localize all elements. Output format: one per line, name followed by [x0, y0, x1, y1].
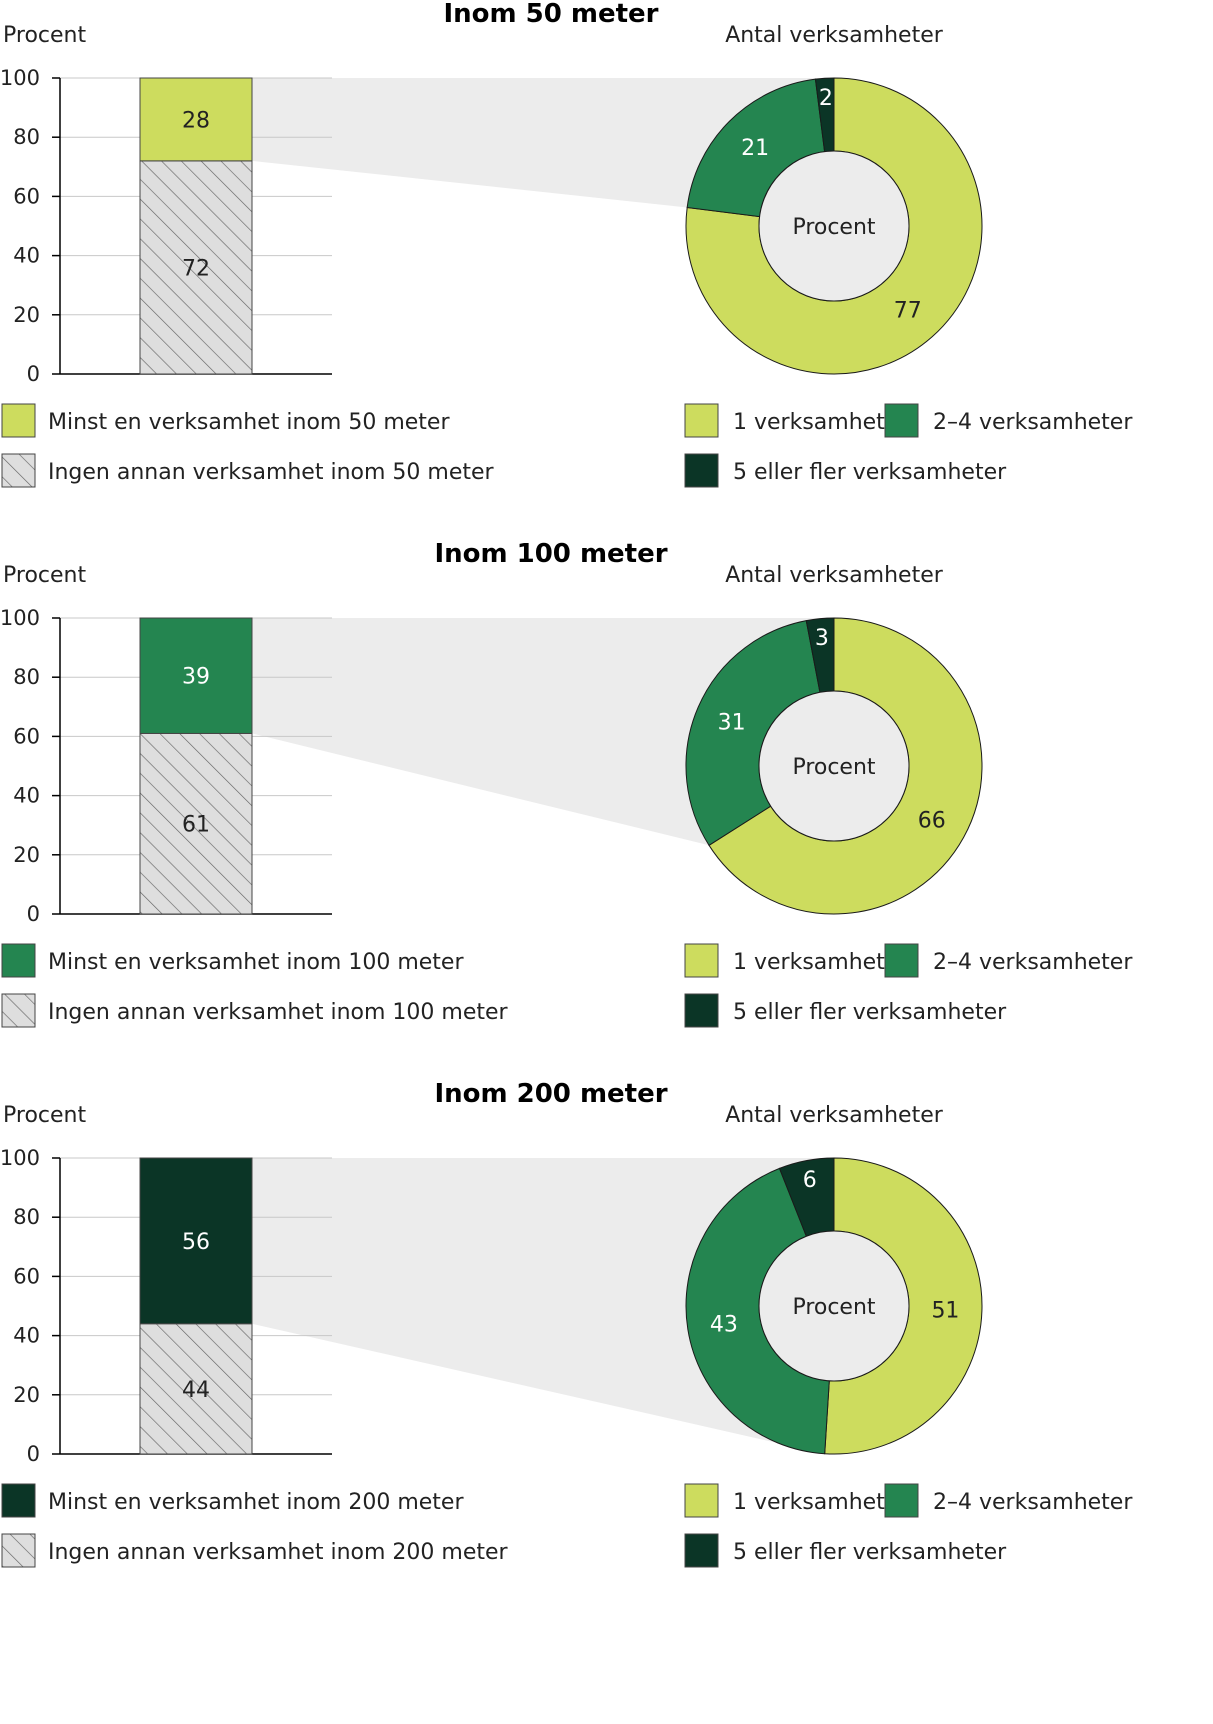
donut-slice-label: 31 — [718, 711, 746, 736]
legend-swatch — [1, 403, 36, 438]
bar-value-label: 39 — [182, 665, 210, 690]
y-tick-label: 20 — [13, 843, 40, 867]
legend-swatch — [1, 943, 36, 978]
legend-label: Minst en verksamhet inom 200 meter — [48, 1490, 464, 1515]
legend-swatch — [684, 1483, 719, 1518]
legend-label: 2–4 verksamheter — [933, 950, 1133, 975]
y-tick-label: 60 — [13, 184, 40, 208]
legend-label: 5 eller fler verksamheter — [733, 460, 1007, 485]
donut-slice-label: 3 — [815, 626, 829, 651]
bar-segment — [139, 160, 253, 375]
donut-center — [758, 1230, 910, 1382]
bar-segment — [139, 77, 253, 162]
legend-swatch — [884, 943, 919, 978]
donut-slice-label: 51 — [931, 1299, 959, 1324]
panel-2: Inom 100 meter Procent 0 20 40 60 80 100 61 39 Ant… — [0, 539, 1133, 1028]
chart-title: Inom 200 meter — [434, 1079, 667, 1109]
panel-3: Inom 200 meter Procent 0 20 40 60 80 100 44 56 Ant… — [0, 1079, 1133, 1568]
y-tick-label: 40 — [13, 1324, 40, 1348]
legend-label: Minst en verksamhet inom 100 meter — [48, 950, 464, 975]
legend-swatch — [684, 993, 719, 1028]
legend-label: 1 verksamhet — [733, 1490, 885, 1515]
y-axis-label: Procent — [3, 1103, 86, 1128]
y-tick-label: 80 — [13, 1205, 40, 1229]
donut-slice-label: 6 — [803, 1168, 817, 1193]
legend-label: 2–4 verksamheter — [933, 1490, 1133, 1515]
bar-value-label: 72 — [182, 256, 210, 281]
y-tick-label: 100 — [0, 1146, 40, 1170]
legend-label: Ingen annan verksamhet inom 200 meter — [48, 1540, 509, 1565]
donut-center-label: Procent — [792, 215, 875, 240]
y-tick-label: 20 — [13, 303, 40, 327]
legend-swatch — [1, 453, 36, 488]
chart-title: Inom 50 meter — [443, 0, 658, 29]
chart-title: Inom 100 meter — [434, 539, 667, 569]
legend-label: Ingen annan verksamhet inom 100 meter — [48, 1000, 509, 1025]
legend-label: Ingen annan verksamhet inom 50 meter — [48, 460, 495, 485]
donut-title: Antal verksamheter — [725, 563, 944, 588]
bar-segment — [139, 617, 253, 734]
legend-swatch — [884, 1483, 919, 1518]
bar-value-label: 56 — [182, 1230, 210, 1255]
y-tick-label: 60 — [13, 724, 40, 748]
legend-swatch — [1, 1533, 36, 1568]
bar-value-label: 44 — [182, 1378, 210, 1403]
bar-segment — [139, 732, 253, 915]
y-tick-label: 100 — [0, 606, 40, 630]
legend-swatch — [1, 1483, 36, 1518]
donut-slice-label: 2 — [819, 86, 833, 111]
legend-label: Minst en verksamhet inom 50 meter — [48, 410, 450, 435]
donut-title: Antal verksamheter — [725, 23, 944, 48]
donut-center — [758, 150, 910, 302]
connector-wedge — [252, 1158, 834, 1454]
y-axis-label: Procent — [3, 563, 86, 588]
donut-slice-label: 21 — [741, 136, 769, 161]
donut-title: Antal verksamheter — [725, 1103, 944, 1128]
y-tick-label: 100 — [0, 66, 40, 90]
legend-swatch — [684, 453, 719, 488]
y-tick-label: 40 — [13, 784, 40, 808]
legend-swatch — [884, 403, 919, 438]
y-tick-label: 20 — [13, 1383, 40, 1407]
connector-wedge — [252, 78, 834, 208]
legend-label: 2–4 verksamheter — [933, 410, 1133, 435]
y-tick-label: 80 — [13, 125, 40, 149]
donut-slice-label: 77 — [894, 299, 922, 324]
bar-value-label: 61 — [182, 813, 210, 838]
legend-swatch — [1, 993, 36, 1028]
y-tick-label: 0 — [27, 362, 40, 386]
legend-label: 5 eller fler verksamheter — [733, 1000, 1007, 1025]
legend-label: 1 verksamhet — [733, 410, 885, 435]
bar-segment — [139, 1157, 253, 1325]
panel-1: Inom 50 meter Procent 0 20 40 60 80 100 72 28 Anta… — [0, 0, 1133, 488]
y-tick-label: 40 — [13, 244, 40, 268]
donut-center — [758, 690, 910, 842]
legend-label: 5 eller fler verksamheter — [733, 1540, 1007, 1565]
y-tick-label: 0 — [27, 902, 40, 926]
legend-swatch — [684, 943, 719, 978]
y-tick-label: 0 — [27, 1442, 40, 1466]
bar-segment — [139, 1323, 253, 1455]
donut-center-label: Procent — [792, 755, 875, 780]
y-tick-label: 60 — [13, 1264, 40, 1288]
y-tick-label: 80 — [13, 665, 40, 689]
donut-center-label: Procent — [792, 1295, 875, 1320]
y-axis-label: Procent — [3, 23, 86, 48]
legend-swatch — [684, 403, 719, 438]
legend-swatch — [684, 1533, 719, 1568]
bar-value-label: 28 — [182, 108, 210, 133]
donut-slice-label: 66 — [918, 809, 946, 834]
legend-label: 1 verksamhet — [733, 950, 885, 975]
donut-slice-label: 43 — [710, 1312, 738, 1337]
